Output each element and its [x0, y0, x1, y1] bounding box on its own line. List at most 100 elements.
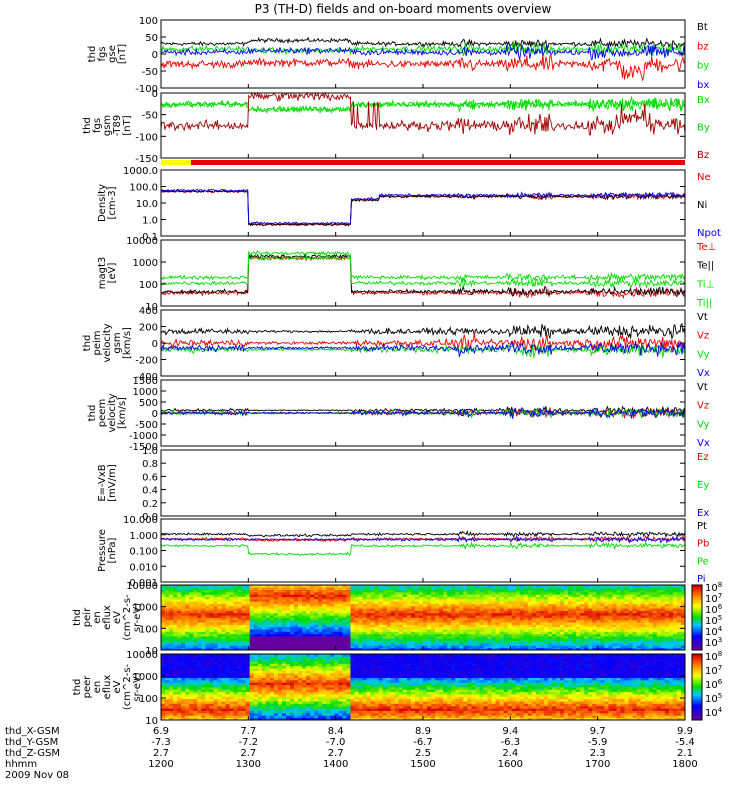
- spec-cell: [201, 684, 206, 688]
- spec-cell: [410, 598, 416, 602]
- spec-cell: [205, 715, 210, 719]
- spec-cell: [576, 587, 581, 591]
- spec-cell: [277, 696, 283, 700]
- spec-cell: [213, 679, 218, 683]
- legend-label: Ez: [697, 452, 709, 463]
- spec-cell: [455, 615, 460, 618]
- spec-cell: [491, 626, 496, 630]
- spec-cell: [173, 687, 178, 690]
- spec-cell: [229, 612, 234, 616]
- spec-cell: [515, 617, 521, 621]
- spec-cell: [636, 585, 642, 588]
- spec-cell: [410, 603, 416, 607]
- spec-cell: [205, 663, 210, 667]
- spec-cell: [612, 638, 617, 642]
- spec-cell: [165, 589, 170, 593]
- spec-cell: [257, 658, 263, 662]
- spec-cell: [535, 636, 541, 639]
- spec-cell: [604, 615, 609, 618]
- spec-cell: [479, 633, 484, 637]
- spec-cell: [289, 631, 295, 635]
- spec-cell: [342, 603, 347, 607]
- spec-cell: [354, 626, 359, 630]
- spec-cell: [261, 636, 267, 639]
- spec-cell: [431, 645, 436, 649]
- spec-cell: [213, 696, 218, 700]
- spec-cell: [588, 615, 593, 618]
- spec-cell: [475, 601, 480, 604]
- spec-cell: [382, 601, 388, 604]
- spec-cell: [556, 594, 561, 598]
- spec-cell: [560, 615, 565, 618]
- spec-cell: [479, 596, 484, 600]
- spec-cell: [273, 701, 279, 704]
- spec-cell: [471, 594, 476, 598]
- spec-cell: [193, 717, 198, 721]
- spec-cell: [668, 612, 674, 616]
- spec-cell: [253, 668, 259, 671]
- spec-cell: [298, 622, 303, 625]
- spec-cell: [249, 687, 255, 690]
- spec-cell: [253, 698, 259, 702]
- spec-cell: [616, 589, 621, 593]
- spec-cell: [511, 610, 517, 614]
- spec-cell: [439, 601, 444, 604]
- spec-cell: [302, 675, 307, 678]
- spec-cell: [233, 689, 238, 693]
- spec-cell: [423, 598, 428, 602]
- spec-cell: [209, 638, 214, 642]
- spec-cell: [576, 643, 581, 646]
- spec-cell: [378, 638, 384, 642]
- y-tick-label: 1.0: [142, 216, 158, 227]
- spec-cell: [431, 598, 436, 602]
- spec-cell: [302, 636, 307, 639]
- spec-cell: [539, 585, 545, 588]
- spec-cell: [257, 589, 263, 593]
- spec-cell: [483, 610, 488, 614]
- spec-cell: [253, 682, 259, 686]
- spec-cell: [616, 629, 621, 632]
- spec-cell: [197, 670, 202, 674]
- spec-cell: [229, 598, 234, 602]
- spec-cell: [402, 612, 408, 616]
- spec-cell: [471, 601, 476, 604]
- spec-cell: [423, 629, 428, 632]
- spec-cell: [294, 663, 299, 667]
- spec-cell: [249, 689, 255, 693]
- spec-cell: [378, 647, 384, 651]
- spec-cell: [644, 596, 650, 600]
- spec-cell: [294, 665, 299, 669]
- spec-cell: [161, 677, 166, 681]
- spec-cell: [676, 622, 682, 625]
- spec-cell: [354, 645, 359, 649]
- spec-cell: [495, 596, 500, 600]
- spec-cell: [447, 647, 452, 651]
- spec-cell: [487, 626, 492, 630]
- spec-cell: [197, 594, 202, 598]
- spec-cell: [459, 585, 464, 588]
- y-tick-label: 10: [145, 646, 158, 657]
- spec-cell: [205, 708, 210, 711]
- spec-cell: [181, 591, 186, 595]
- spec-cell: [568, 603, 573, 607]
- spec-cell: [221, 665, 226, 669]
- series-line-pt: [160, 530, 686, 539]
- spec-cell: [382, 615, 388, 618]
- spec-cell: [443, 619, 448, 623]
- spec-cell: [503, 647, 509, 651]
- spec-cell: [177, 610, 182, 614]
- spec-cell: [181, 696, 186, 700]
- spec-cell: [515, 594, 521, 598]
- spec-cell: [177, 712, 182, 716]
- spec-cell: [181, 679, 186, 683]
- spec-cell: [568, 619, 573, 623]
- spec-cell: [185, 612, 190, 616]
- spec-cell: [427, 640, 432, 644]
- spec-cell: [402, 603, 408, 607]
- spec-cell: [161, 682, 166, 686]
- spec-cell: [378, 608, 384, 611]
- spec-cell: [471, 643, 476, 646]
- spec-cell: [181, 624, 186, 628]
- spec-cell: [515, 638, 521, 642]
- spec-cell: [314, 638, 319, 642]
